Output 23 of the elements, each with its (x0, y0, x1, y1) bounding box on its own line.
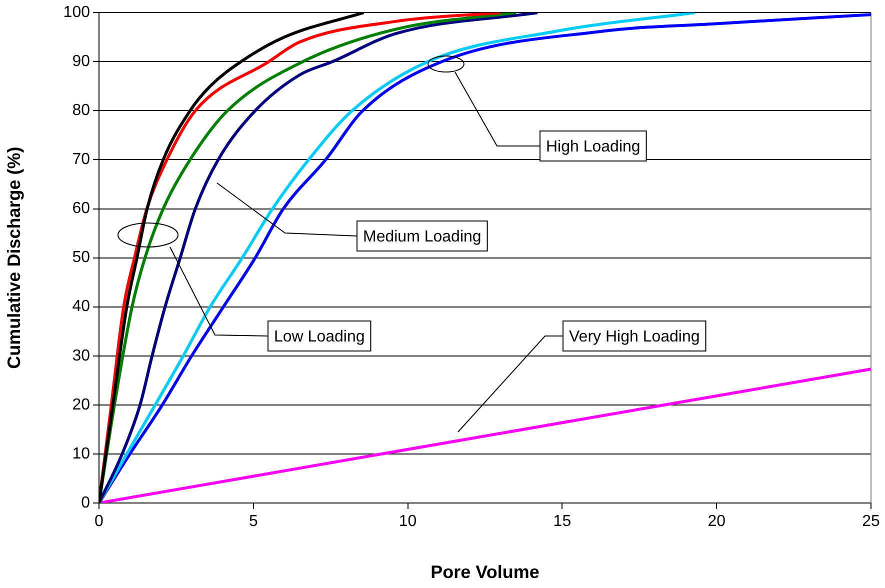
x-axis-title: Pore Volume (430, 562, 540, 582)
y-tick-label: 30 (72, 347, 90, 364)
x-tick-label: 15 (553, 513, 572, 530)
y-tick-label: 90 (72, 53, 90, 70)
y-tick-label: 10 (72, 445, 90, 462)
y-tick-label: 100 (63, 4, 90, 22)
x-tick-label: 10 (398, 513, 417, 530)
y-tick-label: 60 (72, 200, 90, 218)
x-tick-label: 20 (708, 513, 726, 530)
y-axis-title: Cumulative Discharge (%) (4, 146, 24, 369)
annotation: Very High Loading (569, 328, 700, 346)
y-tick-label: 0 (81, 494, 90, 512)
y-tick-label: 70 (72, 151, 90, 168)
y-tick-label: 40 (72, 298, 90, 316)
annotation: High Loading (546, 138, 640, 156)
y-tick-label: 20 (72, 396, 90, 414)
x-tick-label: 25 (862, 513, 880, 530)
annotation: Low Loading (274, 328, 365, 346)
y-tick-label: 80 (72, 102, 90, 120)
annotation: Medium Loading (363, 228, 482, 246)
y-tick-label: 50 (72, 249, 90, 266)
x-tick-label: 0 (94, 513, 104, 530)
x-tick-label: 5 (248, 513, 258, 530)
